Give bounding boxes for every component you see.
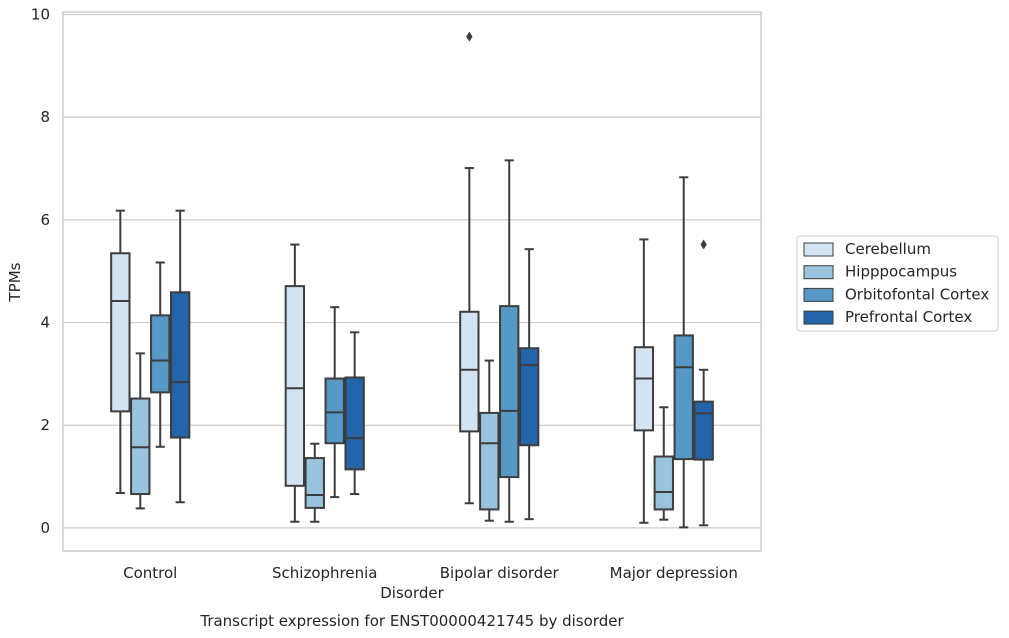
box-3-2 bbox=[673, 176, 694, 529]
y-axis-label: TPMs bbox=[6, 262, 24, 302]
box-iqr bbox=[169, 291, 191, 439]
legend-swatch bbox=[803, 242, 834, 257]
box-3-3 bbox=[693, 239, 714, 527]
box-0-1 bbox=[130, 352, 151, 510]
legend-swatch bbox=[803, 287, 834, 302]
box-iqr bbox=[459, 310, 480, 433]
box-2-3 bbox=[518, 248, 540, 521]
x-tick-label: Bipolar disorder bbox=[440, 564, 560, 582]
legend-frame bbox=[796, 235, 999, 332]
chart-caption: Transcript expression for ENST0000042174… bbox=[199, 612, 624, 630]
outlier-marker bbox=[700, 239, 707, 250]
box-2-0 bbox=[459, 31, 480, 505]
y-tick-label: 0 bbox=[40, 519, 50, 537]
box-iqr bbox=[693, 400, 714, 461]
box-0-0 bbox=[110, 209, 131, 494]
legend-label: Cerebellum bbox=[845, 240, 931, 258]
box-1-0 bbox=[284, 243, 306, 523]
box-iqr bbox=[633, 346, 655, 432]
box-iqr bbox=[150, 314, 171, 394]
box-iqr bbox=[130, 397, 151, 496]
box-iqr bbox=[344, 376, 365, 471]
legend-label: Hipppocampus bbox=[845, 263, 957, 281]
legend-swatch bbox=[803, 265, 834, 280]
box-iqr bbox=[653, 455, 674, 511]
box-iqr bbox=[284, 285, 306, 487]
y-tick-label: 10 bbox=[31, 6, 50, 24]
box-iqr bbox=[110, 252, 131, 413]
x-tick-label: Major depression bbox=[610, 564, 738, 582]
y-tick-label: 2 bbox=[40, 416, 50, 434]
box-2-1 bbox=[479, 359, 500, 522]
y-tick-label: 8 bbox=[40, 108, 50, 126]
legend-swatch bbox=[803, 310, 834, 325]
box-1-2 bbox=[324, 306, 345, 499]
box-iqr bbox=[499, 305, 520, 479]
y-tick-label: 4 bbox=[40, 314, 50, 332]
box-0-3 bbox=[169, 209, 191, 504]
x-tick-labels: Control Schizophrenia Bipolar disorder Majo… bbox=[123, 564, 738, 582]
x-axis-label: Disorder bbox=[380, 584, 444, 602]
x-tick-label: Schizophrenia bbox=[272, 564, 377, 582]
legend-label: Prefrontal Cortex bbox=[845, 308, 972, 326]
box-1-1 bbox=[304, 442, 325, 523]
outlier-marker bbox=[466, 31, 473, 42]
box-3-0 bbox=[633, 238, 655, 524]
box-iqr bbox=[673, 334, 694, 461]
legend: Cerebellum Hipppocampus Orbitofontal Corte… bbox=[796, 235, 999, 332]
box-series bbox=[110, 31, 714, 529]
box-1-3 bbox=[344, 331, 365, 496]
box-0-2 bbox=[150, 261, 171, 448]
box-iqr bbox=[479, 411, 500, 511]
x-tick-label: Control bbox=[123, 564, 177, 582]
y-tick-label: 6 bbox=[40, 211, 50, 229]
box-2-2 bbox=[499, 159, 520, 523]
box-3-1 bbox=[653, 406, 674, 521]
box-iqr bbox=[304, 457, 325, 509]
y-tick-labels: 0 2 4 6 8 10 bbox=[31, 6, 50, 537]
legend-label: Orbitofontal Cortex bbox=[845, 285, 989, 303]
box-iqr bbox=[324, 377, 345, 445]
box-iqr bbox=[518, 347, 540, 447]
